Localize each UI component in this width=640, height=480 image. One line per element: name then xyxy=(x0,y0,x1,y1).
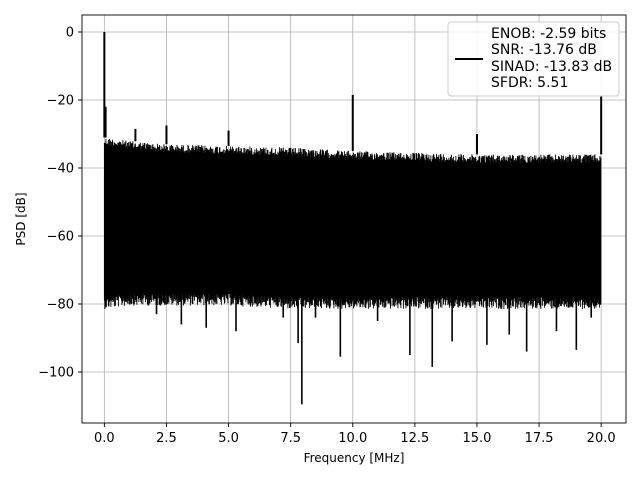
y-tick-label: −40 xyxy=(47,162,74,177)
x-tick-label: 20.0 xyxy=(587,431,616,446)
x-tick-label: 10.0 xyxy=(338,431,367,446)
y-axis-ticks: 0 −20 −40 −60 −80 −100 xyxy=(38,26,82,381)
x-tick-label: 5.0 xyxy=(218,431,239,446)
legend: ENOB: -2.59 bits SNR: -13.76 dB SINAD: -… xyxy=(447,21,620,97)
y-tick-label: −60 xyxy=(47,230,74,245)
x-tick-label: 17.5 xyxy=(525,431,554,446)
x-tick-label: 12.5 xyxy=(400,431,429,446)
x-tick-label: 7.5 xyxy=(280,431,301,446)
psd-series xyxy=(103,32,603,405)
legend-sinad: SINAD: -13.83 dB xyxy=(491,59,612,75)
x-tick-label: 2.5 xyxy=(156,431,177,446)
legend-enob: ENOB: -2.59 bits xyxy=(491,26,606,42)
x-axis-label: Frequency [MHz] xyxy=(304,451,405,465)
plot-frame xyxy=(81,14,627,424)
x-tick-label: 0.0 xyxy=(94,431,115,446)
legend-sfdr: SFDR: 5.51 xyxy=(491,75,568,91)
y-tick-label: 0 xyxy=(66,26,74,41)
y-tick-label: −80 xyxy=(47,298,74,313)
legend-box xyxy=(447,21,620,97)
y-axis-label: PSD [dB] xyxy=(14,192,28,245)
y-tick-label: −100 xyxy=(38,366,74,381)
y-tick-label: −20 xyxy=(47,94,74,109)
x-tick-label: 15.0 xyxy=(462,431,491,446)
x-axis-ticks: 0.0 2.5 5.0 7.5 10.0 12.5 15.0 17.5 20.0 xyxy=(94,423,616,446)
noise-floor xyxy=(103,139,602,310)
legend-snr: SNR: -13.76 dB xyxy=(491,42,597,58)
